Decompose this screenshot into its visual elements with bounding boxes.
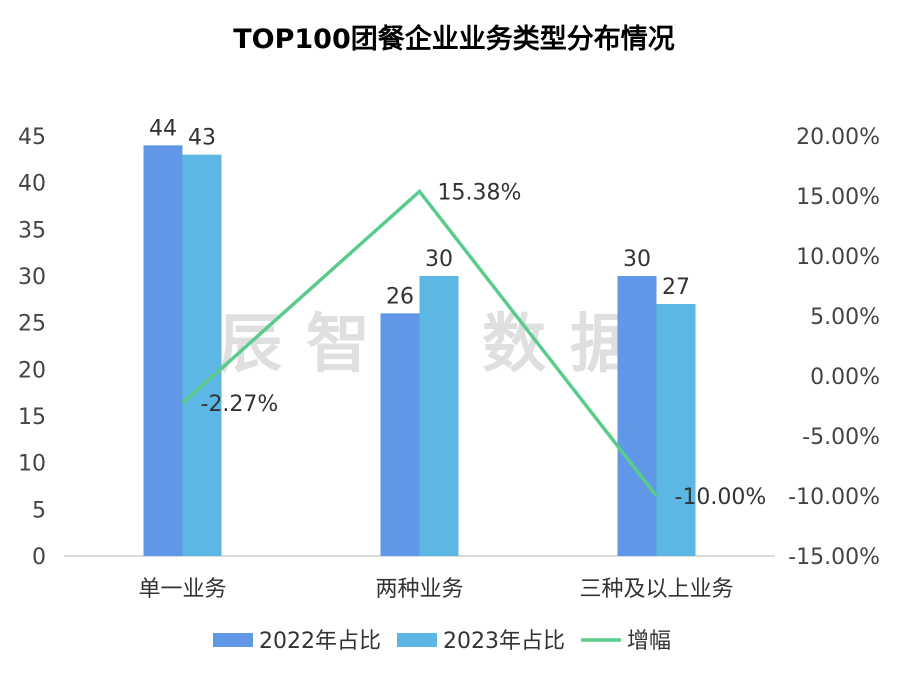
bar-2022 xyxy=(143,145,183,557)
legend-swatch xyxy=(213,633,253,647)
bar-value-label: 26 xyxy=(386,284,414,309)
bar-2023 xyxy=(182,154,222,556)
legend-label: 2022年占比 xyxy=(259,629,381,654)
left-tick-label: 10 xyxy=(18,452,46,477)
legend: 2022年占比 2023年占比 增幅 xyxy=(213,629,671,654)
left-tick-label: 30 xyxy=(18,265,46,290)
bar-value-label: 27 xyxy=(662,275,690,300)
right-tick-label: 5.00% xyxy=(810,305,880,330)
right-tick-label: 0.00% xyxy=(810,365,880,390)
category-labels: 单一业务 两种业务 三种及以上业务 xyxy=(138,577,733,602)
right-tick-label: -10.00% xyxy=(788,485,880,510)
left-axis: 0 5 10 15 20 25 30 35 40 45 xyxy=(18,125,46,570)
legend-swatch xyxy=(397,633,437,647)
right-tick-label: -5.00% xyxy=(802,425,880,450)
growth-value-label: 15.38% xyxy=(438,180,522,205)
right-tick-label: -15.00% xyxy=(788,545,880,570)
left-tick-label: 45 xyxy=(18,125,46,150)
bar-2023 xyxy=(419,276,459,556)
bar-2023 xyxy=(656,304,696,556)
legend-label: 增幅 xyxy=(627,629,671,654)
right-tick-label: 15.00% xyxy=(796,185,880,210)
growth-value-label: -10.00% xyxy=(675,485,767,510)
left-tick-label: 40 xyxy=(18,172,46,197)
left-tick-label: 0 xyxy=(32,545,46,570)
right-tick-label: 20.00% xyxy=(796,125,880,150)
left-tick-label: 15 xyxy=(18,405,46,430)
bars: 44 43 26 30 30 27 xyxy=(143,116,696,557)
bar-2022 xyxy=(617,276,657,556)
chart-title: TOP100团餐企业业务类型分布情况 xyxy=(233,23,675,55)
growth-value-label: -2.27% xyxy=(201,392,279,417)
left-tick-label: 20 xyxy=(18,358,46,383)
left-tick-label: 25 xyxy=(18,312,46,337)
bar-2022 xyxy=(380,313,420,556)
bar-value-label: 30 xyxy=(623,247,651,272)
left-tick-label: 35 xyxy=(18,218,46,243)
category-label: 两种业务 xyxy=(375,577,463,602)
right-axis: -15.00% -10.00% -5.00% 0.00% 5.00% 10.00% 15.0… xyxy=(788,125,880,570)
category-label: 单一业务 xyxy=(138,577,226,602)
left-tick-label: 5 xyxy=(32,498,46,523)
category-label: 三种及以上业务 xyxy=(579,577,733,602)
bar-value-label: 43 xyxy=(188,126,216,151)
legend-label: 2023年占比 xyxy=(443,629,565,654)
bar-value-label: 44 xyxy=(149,116,177,141)
bar-value-label: 30 xyxy=(425,247,453,272)
line-series: -2.27% 15.38% -10.00% xyxy=(181,180,767,510)
right-tick-label: 10.00% xyxy=(796,245,880,270)
growth-line xyxy=(181,188,658,498)
